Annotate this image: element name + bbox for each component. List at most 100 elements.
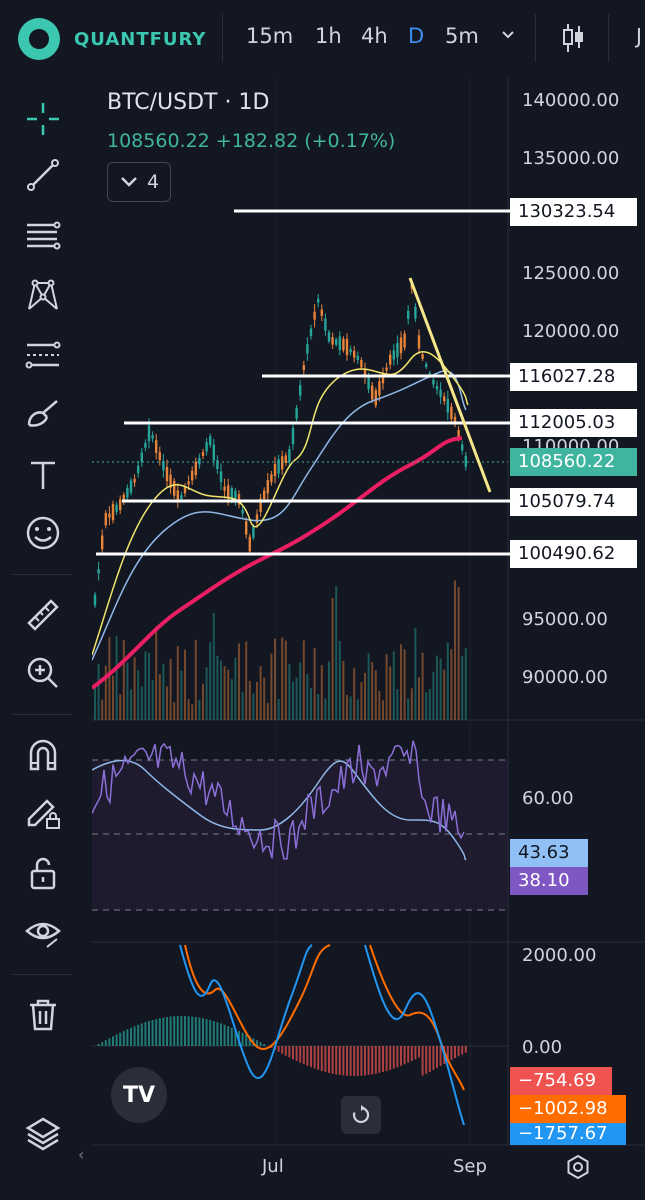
toolbar-divider [12,714,72,715]
macd-histogram-bar [407,1046,410,1063]
magnet-tool[interactable] [18,730,68,780]
timeframe-1h[interactable]: 1h [315,24,342,48]
volume-bar [241,692,244,720]
symbol-title[interactable]: BTC/USDT · 1D [107,90,270,115]
macd-histogram-bar [122,1030,125,1046]
ruler-icon [27,599,59,631]
macd-histogram-bar [220,1023,222,1046]
candle-body [259,498,262,512]
timeframe-chevron-down-icon[interactable] [500,26,516,46]
volume-bar [396,688,399,720]
lock-drawings-tool[interactable] [18,788,68,838]
timeframe-5m[interactable]: 5m [445,24,479,48]
volume-bar [234,657,237,720]
candle-body [295,407,298,419]
candle-body [93,594,97,606]
indicators-toggle-button[interactable]: 4 [107,162,171,202]
reset-chart-button[interactable] [341,1096,381,1134]
macd-histogram-bar [216,1022,219,1046]
volume-bar [166,686,168,720]
volume-bar [191,704,194,720]
ma-mid-line [92,370,467,661]
chart-canvas[interactable]: 140000.00 135000.00 125000.00 120000.00 … [92,78,645,1200]
brand-logo[interactable]: QUANTFURY [18,18,206,60]
volume-bar [212,612,215,720]
volume-bar [457,586,460,720]
brush-tool[interactable] [18,390,68,440]
macd-histogram-bar [371,1046,374,1075]
volume-bar [202,683,204,720]
macd-histogram-bar [270,1046,273,1048]
macd-histogram-bar [356,1046,359,1076]
candle-body [155,440,158,453]
trendline[interactable] [408,277,492,493]
candle-body [389,354,392,365]
price-tag-level[interactable]: 116027.28 [510,363,637,391]
candle-body [187,481,190,485]
volume-bar [133,657,136,720]
macd-histogram-bar [439,1046,442,1066]
delete-tool[interactable] [18,990,68,1040]
measure-lines-tool[interactable] [18,330,68,380]
macd-histogram-bar [410,1046,413,1061]
hide-drawings-tool[interactable] [18,908,68,958]
pattern-tool[interactable] [18,270,68,320]
candle-body [309,328,313,337]
crosshair-tool[interactable] [18,94,68,144]
price-tag-level[interactable]: 130323.54 [510,198,637,226]
top-bar: QUANTFURY 15m 1h 4h D 5m J [0,0,645,78]
unlock-tool[interactable] [18,848,68,898]
settings-gear-icon[interactable] [565,1154,591,1180]
candle-body [302,365,305,371]
macd-histogram-bar [374,1046,377,1074]
object-tree-tool[interactable] [18,1108,68,1158]
candle-body [158,452,161,461]
price-tag-level[interactable]: 105079.74 [510,488,637,516]
volume-bar [295,677,298,720]
candle-body [147,425,151,442]
trend-line-tool[interactable] [18,150,68,200]
timeframe-15m[interactable]: 15m [246,24,294,48]
timeframe-4h[interactable]: 4h [361,24,388,48]
candle-body [345,338,349,356]
timeframe-d[interactable]: D [408,24,425,48]
macd-histogram-bar [360,1046,363,1076]
price-tag-level[interactable]: 112005.03 [510,409,637,437]
collapse-toolbar-chevron-icon[interactable]: ‹ [78,1145,85,1164]
crosshair-icon [27,103,59,135]
macd-histogram-bar [209,1020,212,1046]
candle-body [432,379,435,385]
candle-body [223,486,226,491]
volume-bar [184,649,186,720]
emoji-tool[interactable] [18,508,68,558]
macd-histogram-bar [288,1046,291,1058]
volume-bar [238,643,240,720]
ruler-tool[interactable] [18,590,68,640]
candle-body [169,474,172,488]
candle-body [198,457,201,465]
price-tag-level[interactable]: 100490.62 [510,540,637,568]
candle-body [320,309,323,316]
volume-bar [104,665,107,720]
volume-bar [281,637,284,720]
zoom-in-tool[interactable] [18,648,68,698]
timeframe-cut-label[interactable]: J [636,24,642,48]
candle-body [241,509,244,514]
macd-histogram-bar [454,1046,456,1059]
volume-bar [187,698,190,720]
fib-tool[interactable] [18,210,68,260]
volume-bar [274,638,276,720]
macd-histogram-bar [194,1017,197,1046]
macd-histogram-bar [191,1016,194,1046]
divider [535,14,536,62]
candle-body [137,465,140,474]
candles-chart-type-icon[interactable] [560,22,586,54]
brand-name: QUANTFURY [74,28,207,50]
macd-histogram-bar [166,1017,168,1046]
tradingview-logo[interactable]: TV [111,1067,167,1123]
text-tool[interactable] [18,450,68,500]
candle-body [356,355,359,360]
volume-bar [392,651,395,720]
macd-histogram-bar [162,1017,165,1046]
reset-icon [352,1105,370,1124]
